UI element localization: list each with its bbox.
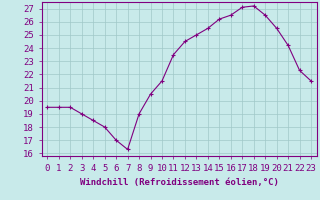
X-axis label: Windchill (Refroidissement éolien,°C): Windchill (Refroidissement éolien,°C) <box>80 178 279 187</box>
